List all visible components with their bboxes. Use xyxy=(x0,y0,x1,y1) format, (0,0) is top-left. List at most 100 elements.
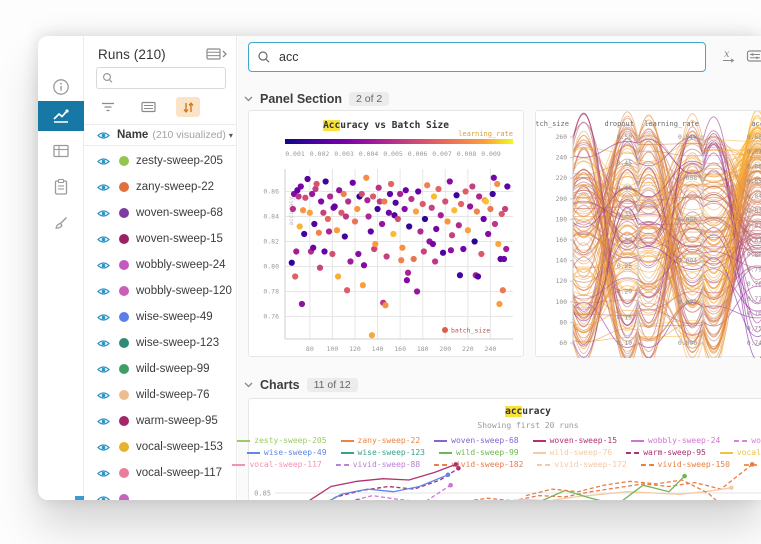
legend-item[interactable]: woven-sweep-15 xyxy=(532,436,617,445)
run-row[interactable]: wise-sweep-123 xyxy=(84,330,236,356)
run-row[interactable]: vocal-sweep-153 xyxy=(84,434,236,460)
panel-section-header: Panel Section 2 of 2 xyxy=(244,92,390,106)
svg-text:0.76: 0.76 xyxy=(747,311,761,318)
visibility-eye-icon[interactable] xyxy=(97,157,110,166)
legend-line-swatch xyxy=(237,439,251,442)
legend-item[interactable]: vivid-sweep-150 xyxy=(640,460,730,469)
svg-text:0.83: 0.83 xyxy=(747,208,761,215)
visibility-eye-icon[interactable] xyxy=(97,287,110,296)
legend-item[interactable]: wobbly-sweep-1 xyxy=(734,436,761,445)
run-row[interactable] xyxy=(84,486,236,500)
svg-text:0.001: 0.001 xyxy=(285,150,305,158)
panel-search-input[interactable] xyxy=(279,50,705,64)
svg-text:0.006: 0.006 xyxy=(678,216,697,223)
legend-line-swatch xyxy=(537,463,551,466)
visibility-eye-icon[interactable] xyxy=(97,235,110,244)
svg-text:batch_size: batch_size xyxy=(451,327,490,335)
visibility-eye-icon[interactable] xyxy=(97,391,110,400)
x-axis-icon[interactable]: x xyxy=(720,48,738,69)
run-row[interactable]: warm-sweep-95 xyxy=(84,408,236,434)
scatter-plot: learning_rate 0.001 0.002 0.003 0.004 0.005 0.… xyxy=(263,130,513,353)
visibility-eye-icon[interactable] xyxy=(97,261,110,270)
svg-text:0.76: 0.76 xyxy=(263,313,279,321)
clipboard-icon[interactable] xyxy=(38,172,84,202)
run-row[interactable]: wild-sweep-76 xyxy=(84,382,236,408)
visibility-eye-icon[interactable] xyxy=(97,443,110,452)
svg-text:0.85: 0.85 xyxy=(254,490,271,498)
parallel-coordinates-panel[interactable]: batch_size 260 240 220 200 180 160 140 120 100 80 6… xyxy=(535,110,761,358)
accuracy-line-panel[interactable]: accuracy Showing first 20 runs zesty-swe… xyxy=(232,398,761,500)
legend-item[interactable]: vivid-sweep-88 xyxy=(335,460,421,469)
run-name: zany-sweep-22 xyxy=(136,181,214,193)
legend-item[interactable]: vivid-sweep-172 xyxy=(537,460,627,469)
legend-run-name: vivid-sweep-88 xyxy=(352,460,421,469)
run-row[interactable]: woven-sweep-68 xyxy=(84,200,236,226)
run-row[interactable]: wise-sweep-49 xyxy=(84,304,236,330)
settings-sliders-icon[interactable] xyxy=(746,48,761,69)
svg-text:0.80: 0.80 xyxy=(263,263,279,271)
visibility-eye-icon[interactable] xyxy=(97,313,110,322)
visibility-eye-icon[interactable] xyxy=(97,469,110,478)
charts-section-label[interactable]: Charts xyxy=(260,378,300,392)
runs-search-box[interactable] xyxy=(96,67,226,89)
svg-text:0.008: 0.008 xyxy=(457,150,477,158)
run-row[interactable]: zany-sweep-22 xyxy=(84,174,236,200)
scatter-panel[interactable]: Accuracy vs Batch Size learning_rate 0.00… xyxy=(248,110,524,357)
filter-icon[interactable] xyxy=(96,97,120,117)
run-row[interactable]: wild-sweep-99 xyxy=(84,356,236,382)
run-color-dot xyxy=(119,390,129,400)
line-chart-icon[interactable] xyxy=(38,101,84,131)
legend-item[interactable]: vocal-sweep-117 xyxy=(232,460,322,469)
svg-text:0.78: 0.78 xyxy=(747,281,761,288)
legend-item[interactable]: zany-sweep-22 xyxy=(340,436,420,445)
search-icon xyxy=(102,72,113,83)
run-color-dot xyxy=(119,312,129,322)
visibility-eye-icon[interactable] xyxy=(97,209,110,218)
run-row[interactable]: wobbly-sweep-120 xyxy=(84,278,236,304)
legend-item[interactable]: vivid-sweep-182 xyxy=(434,460,523,469)
visualized-count: (210 visualized) xyxy=(152,129,226,141)
legend-item[interactable]: woven-sweep-68 xyxy=(434,436,519,445)
chevron-down-icon[interactable] xyxy=(244,96,253,102)
run-row[interactable]: woven-sweep-15 xyxy=(84,226,236,252)
run-color-dot xyxy=(119,286,129,296)
svg-text:batch_size: batch_size xyxy=(536,120,569,128)
runs-search-input[interactable] xyxy=(117,72,217,84)
legend-item[interactable]: wobbly-sweep-24 xyxy=(631,436,720,445)
svg-text:0.000: 0.000 xyxy=(678,340,697,347)
expand-table-icon[interactable] xyxy=(206,47,228,61)
visibility-eye-icon[interactable] xyxy=(97,339,110,348)
panel-search-box[interactable] xyxy=(248,42,706,72)
runs-name-header[interactable]: Name (210 visualized) ▾ xyxy=(84,124,236,146)
brush-icon[interactable] xyxy=(38,208,84,238)
run-row[interactable]: wobbly-sweep-24 xyxy=(84,252,236,278)
chevron-down-icon[interactable] xyxy=(244,382,253,388)
visibility-eye-icon[interactable] xyxy=(97,417,110,426)
legend-item[interactable]: zesty-sweep-205 xyxy=(237,436,327,445)
group-icon[interactable] xyxy=(136,97,160,117)
legend-run-name: wild-sweep-76 xyxy=(549,448,613,457)
legend-item[interactable]: wild-sweep-99 xyxy=(438,448,519,457)
visibility-eye-icon[interactable] xyxy=(97,495,110,501)
legend-item[interactable]: vocal-sweep-153 xyxy=(719,448,761,457)
legend-run-name: wild-sweep-99 xyxy=(455,448,519,457)
legend-item[interactable]: wise-sweep-49 xyxy=(246,448,327,457)
legend-item[interactable]: wise-sweep-123 xyxy=(340,448,425,457)
run-row[interactable]: zesty-sweep-205 xyxy=(84,148,236,174)
visibility-eye-icon[interactable] xyxy=(97,365,110,374)
table-icon[interactable] xyxy=(38,136,84,166)
panel-section-label[interactable]: Panel Section xyxy=(260,92,342,106)
sort-icon[interactable] xyxy=(176,97,200,117)
visibility-eye-icon[interactable] xyxy=(97,183,110,192)
info-icon[interactable] xyxy=(38,72,84,102)
legend-item[interactable]: warm-sweep-95 xyxy=(626,448,706,457)
svg-text:0.007: 0.007 xyxy=(432,150,452,158)
svg-text:0.87: 0.87 xyxy=(747,149,761,156)
run-row[interactable]: vocal-sweep-117 xyxy=(84,460,236,486)
run-list[interactable]: zesty-sweep-205 zany-sweep-22 woven-sweep-… xyxy=(84,148,236,500)
legend-item[interactable]: wild-sweep-76 xyxy=(532,448,613,457)
run-name: warm-sweep-95 xyxy=(136,415,218,427)
run-color-dot xyxy=(119,416,129,426)
legend-line-swatch xyxy=(631,439,645,442)
parallel-coordinates-plot: batch_size 260 240 220 200 180 160 140 120 100 80 6… xyxy=(536,111,761,358)
